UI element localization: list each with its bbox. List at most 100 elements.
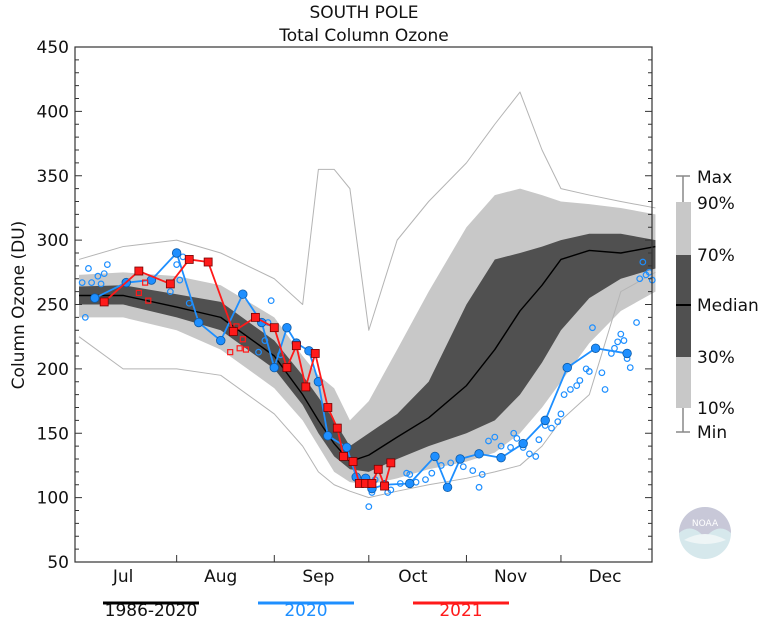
weekly-point-2021 [134, 266, 144, 276]
daily-point-2020 [576, 377, 584, 384]
weekly-point-2020 [442, 482, 453, 493]
weekly-point-2020 [430, 451, 440, 462]
weekly-point-2021 [332, 423, 342, 433]
daily-point-2021 [142, 279, 149, 286]
daily-point-2020 [78, 279, 86, 287]
daily-point-2020 [176, 276, 184, 284]
daily-point-2020 [633, 319, 640, 326]
weekly-point-2020 [562, 362, 572, 373]
daily-point-2020 [485, 437, 492, 445]
y-axis-label: Column Ozone (DU) [9, 221, 29, 390]
daily-point-2021 [227, 349, 234, 356]
daily-point-2020 [459, 463, 467, 471]
daily-point-2020 [88, 279, 95, 287]
daily-point-2020 [526, 450, 533, 458]
y-tick-label: 350 [37, 167, 69, 187]
weekly-point-2020 [238, 289, 248, 299]
y-tick-label: 450 [37, 38, 69, 58]
daily-point-2020 [532, 453, 540, 460]
daily-point-2020 [475, 483, 483, 491]
weekly-point-2020 [455, 454, 465, 464]
daily-point-2020 [447, 459, 455, 467]
weekly-point-2021 [250, 312, 260, 322]
y-tick-label: 250 [37, 296, 69, 316]
daily-point-2020 [617, 330, 625, 338]
daily-point-2020 [639, 258, 647, 266]
daily-point-2020 [81, 313, 89, 321]
daily-point-2020 [513, 435, 521, 442]
weekly-point-2021 [323, 403, 333, 412]
daily-point-2020 [97, 280, 105, 288]
weekly-point-2020 [269, 362, 280, 373]
x-tick-label: Oct [398, 567, 428, 587]
daily-point-2020 [100, 270, 108, 278]
daily-point-2020 [535, 436, 543, 444]
daily-point-2021 [239, 336, 246, 343]
daily-point-2020 [491, 433, 499, 441]
chart-subtitle: Total Column Ozone [278, 26, 449, 46]
weekly-point-2020 [342, 442, 352, 453]
weekly-point-2020 [496, 453, 506, 463]
daily-point-2020 [469, 467, 477, 474]
daily-point-2020 [507, 444, 514, 451]
daily-point-2020 [365, 503, 373, 511]
daily-point-2020 [422, 476, 429, 484]
weekly-point-2021 [228, 327, 238, 336]
legend-label-climatology: 1986-2020 [105, 601, 198, 621]
weekly-point-2021 [203, 257, 213, 267]
daily-point-2020 [567, 386, 574, 393]
weekly-point-2021 [291, 341, 301, 351]
weekly-point-2021 [165, 279, 175, 289]
daily-point-2020 [601, 386, 609, 393]
x-tick-label: Dec [589, 567, 622, 587]
weekly-point-2020 [323, 431, 333, 441]
daily-point-2020 [94, 272, 102, 280]
weekly-point-2020 [216, 335, 226, 346]
weekly-point-2021 [367, 479, 377, 488]
legend-label-10: 10% [697, 399, 735, 419]
weekly-point-2020 [540, 415, 550, 426]
weekly-point-2021 [380, 481, 389, 491]
weekly-point-2021 [184, 255, 194, 264]
y-tick-label: 200 [37, 360, 69, 380]
series-legend: 1986-2020 2020 2021 [103, 601, 509, 621]
daily-point-2020 [620, 337, 628, 344]
y-tick-label: 100 [37, 489, 69, 509]
legend-band-90-70 [676, 202, 691, 255]
weekly-point-2021 [339, 452, 349, 461]
y-tick-label: 150 [37, 424, 69, 444]
daily-point-2020 [428, 469, 436, 477]
daily-point-2020 [406, 471, 414, 478]
weekly-point-2020 [622, 348, 632, 359]
daily-point-2020 [255, 348, 262, 356]
x-tick-label: Sep [302, 567, 334, 587]
daily-point-2020 [585, 368, 593, 375]
x-tick-label: Jul [112, 567, 134, 587]
daily-point-2020 [267, 297, 275, 305]
daily-point-2021 [242, 346, 250, 353]
weekly-point-2021 [99, 297, 109, 307]
daily-point-2020 [554, 418, 562, 426]
weekly-point-2020 [193, 317, 204, 328]
daily-point-2020 [636, 275, 644, 283]
x-tick-label: Aug [204, 567, 237, 587]
weekly-point-2020 [282, 322, 292, 333]
plot-area [78, 91, 656, 511]
legend-label-2020: 2020 [284, 601, 327, 621]
daily-point-2020 [548, 424, 555, 432]
daily-point-2020 [166, 288, 174, 296]
max-line [78, 91, 656, 331]
band-30-70 [79, 233, 656, 472]
weekly-point-2021 [269, 323, 279, 333]
daily-point-2020 [589, 324, 596, 332]
daily-point-2020 [510, 429, 518, 437]
weekly-point-2020 [171, 248, 182, 258]
weekly-point-2020 [405, 478, 415, 489]
daily-point-2020 [103, 261, 111, 268]
noaa-logo: NOAA [679, 507, 731, 559]
daily-point-2020 [614, 338, 622, 346]
y-tick-label: 400 [37, 102, 69, 122]
weekly-point-2021 [282, 363, 292, 372]
weekly-point-2021 [310, 349, 320, 358]
